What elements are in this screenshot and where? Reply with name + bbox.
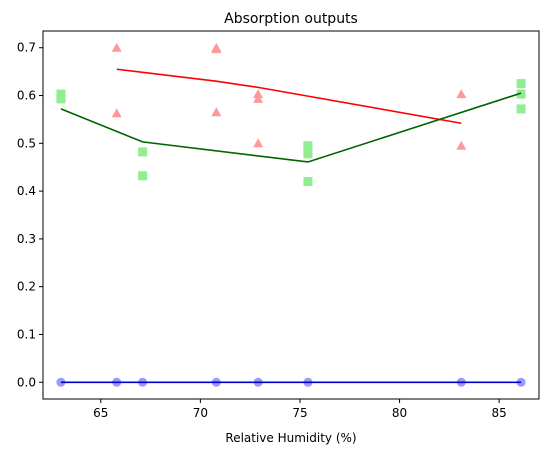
triangle-point bbox=[253, 138, 264, 148]
x-tick-label: 75 bbox=[292, 406, 307, 420]
triangle-point bbox=[253, 93, 264, 103]
x-axis: 65 70 75 80 85 bbox=[93, 399, 507, 420]
x-tick-label: 80 bbox=[392, 406, 407, 420]
y-tick-label: 0.5 bbox=[17, 136, 36, 150]
plot-frame bbox=[42, 30, 540, 400]
triangle-point bbox=[253, 89, 264, 99]
square-point bbox=[303, 141, 313, 151]
square-point bbox=[138, 147, 148, 157]
square-point bbox=[303, 149, 313, 159]
trend-line bbox=[116, 68, 462, 125]
y-tick-label: 0.2 bbox=[17, 280, 36, 294]
square-point bbox=[138, 171, 148, 181]
x-axis-title: Relative Humidity (%) bbox=[225, 431, 356, 445]
triangle-point bbox=[456, 140, 467, 150]
square-point bbox=[303, 177, 313, 187]
y-tick-label: 0.1 bbox=[17, 327, 36, 341]
chart-marks bbox=[56, 42, 526, 387]
triangle-point bbox=[456, 89, 467, 99]
series-square bbox=[56, 79, 526, 187]
square-point bbox=[56, 89, 66, 99]
x-tick-label: 65 bbox=[93, 406, 108, 420]
triangle-point bbox=[211, 44, 222, 54]
square-point bbox=[516, 89, 526, 99]
square-point bbox=[516, 79, 526, 89]
triangle-point bbox=[211, 107, 222, 117]
square-point bbox=[56, 94, 66, 104]
y-tick-label: 0.3 bbox=[17, 232, 36, 246]
trend-line bbox=[60, 92, 522, 163]
y-tick-label: 0.0 bbox=[17, 375, 36, 389]
series-triangle bbox=[111, 42, 467, 150]
chart-title: Absorption outputs bbox=[224, 11, 358, 27]
x-tick-label: 70 bbox=[193, 406, 208, 420]
series-circle bbox=[56, 377, 526, 387]
x-tick-label: 85 bbox=[492, 406, 507, 420]
y-axis: 0.0 0.1 0.2 0.3 0.4 0.5 0.6 0.7 bbox=[17, 41, 43, 389]
y-tick-label: 0.6 bbox=[17, 89, 36, 103]
y-tick-label: 0.4 bbox=[17, 184, 36, 198]
triangle-point bbox=[111, 42, 122, 52]
triangle-point bbox=[111, 108, 122, 118]
square-point bbox=[516, 104, 526, 114]
y-tick-label: 0.7 bbox=[17, 41, 36, 55]
